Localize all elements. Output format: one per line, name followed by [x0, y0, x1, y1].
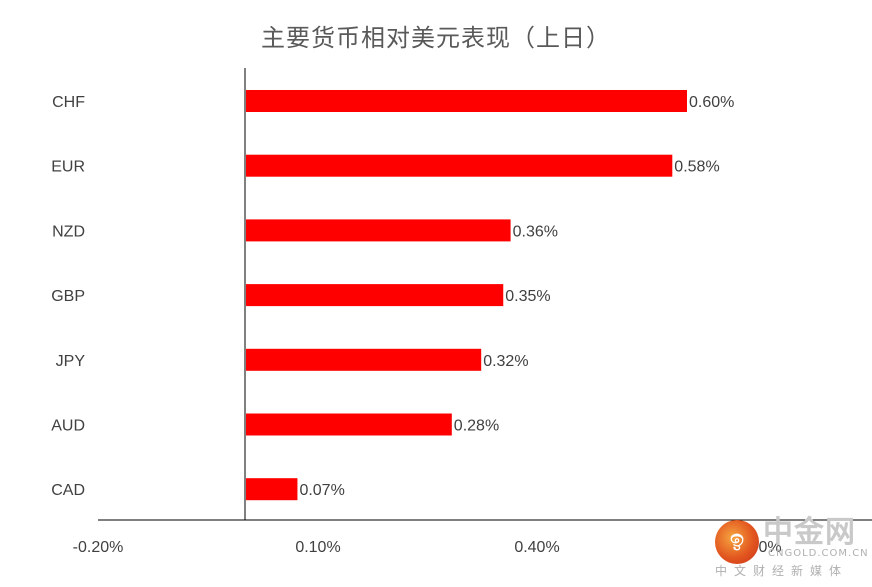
- category-label-nzd: NZD: [52, 223, 85, 240]
- bar-aud: [246, 413, 452, 436]
- value-label-eur: 0.58%: [674, 159, 719, 176]
- category-label-cad: CAD: [51, 482, 85, 499]
- x-tick-label: -0.20%: [73, 539, 124, 556]
- x-tick-label: 0.40%: [514, 539, 559, 556]
- category-label-chf: CHF: [52, 94, 85, 111]
- bar-jpy: [246, 348, 482, 371]
- watermark-slogan: 中文财经新媒体: [715, 564, 849, 578]
- value-label-cad: 0.07%: [299, 482, 344, 499]
- value-label-gbp: 0.35%: [505, 288, 550, 305]
- watermark-domain: CNGOLD.COM.CN: [768, 548, 869, 559]
- category-label-gbp: GBP: [51, 288, 85, 305]
- watermark-swirl-icon: ඉ: [730, 527, 744, 552]
- value-label-nzd: 0.36%: [513, 223, 558, 240]
- chart-title: 主要货币相对美元表现（上日）: [261, 24, 611, 52]
- watermark-logo-icon: [715, 520, 759, 564]
- watermark: ඉ 中金网 CNGOLD.COM.CN 中文财经新媒体: [711, 514, 869, 580]
- bar-cad: [246, 478, 298, 501]
- category-label-eur: EUR: [51, 159, 85, 176]
- value-label-aud: 0.28%: [454, 418, 499, 435]
- x-tick-label: 0.10%: [295, 539, 340, 556]
- bar-chf: [246, 90, 687, 112]
- bar-gbp: [246, 284, 504, 307]
- category-label-aud: AUD: [51, 418, 85, 435]
- value-label-chf: 0.60%: [689, 94, 734, 111]
- watermark-brand: 中金网: [763, 515, 856, 550]
- value-label-jpy: 0.32%: [483, 353, 528, 370]
- bar-nzd: [246, 219, 511, 242]
- category-label-jpy: JPY: [56, 353, 86, 370]
- bar-eur: [246, 154, 673, 177]
- x-tick-label: 0%: [758, 539, 781, 556]
